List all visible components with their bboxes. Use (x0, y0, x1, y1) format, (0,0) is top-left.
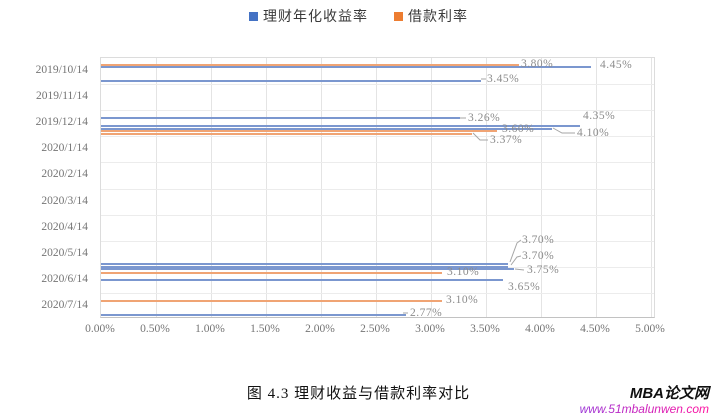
y-axis-label: 2020/4/14 (41, 220, 88, 233)
horizontal-gridline (101, 188, 654, 190)
bar-wealth-yield (101, 125, 580, 127)
horizontal-gridline (101, 240, 654, 242)
y-axis-label: 2020/7/14 (41, 298, 88, 311)
bar-wealth-yield (101, 278, 503, 281)
bar-wealth-yield (101, 262, 508, 265)
y-axis-label: 2019/12/14 (35, 116, 88, 129)
bar-loan-rate (101, 132, 472, 135)
x-axis-label: 4.50% (580, 323, 610, 335)
watermark: MBA论文网 www.51mbalunwen.com (579, 385, 709, 416)
bar-wealth-yield (101, 79, 481, 82)
watermark-site-name: MBA论文网 (629, 385, 709, 402)
vertical-gridline (321, 58, 322, 317)
data-label: 3.10% (446, 294, 479, 306)
data-label: 3.70% (522, 234, 555, 246)
legend-item-loan-rate: 借款利率 (394, 6, 468, 26)
x-axis-label: 1.00% (195, 323, 225, 335)
data-label: 4.35% (583, 110, 616, 122)
x-axis-label: 3.50% (470, 323, 500, 335)
horizontal-gridline (101, 162, 654, 164)
horizontal-gridline (101, 136, 654, 138)
bar-wealth-yield (101, 268, 514, 270)
x-axis-label: 2.50% (360, 323, 390, 335)
vertical-gridline (431, 58, 432, 317)
bar-loan-rate (101, 272, 442, 274)
y-axis-label: 2020/1/14 (41, 142, 88, 155)
vertical-gridline (541, 58, 542, 317)
bar-wealth-yield (101, 314, 406, 316)
data-label: 3.37% (490, 134, 523, 146)
vertical-gridline (211, 58, 212, 317)
y-axis-label: 2019/10/14 (35, 64, 88, 77)
x-axis-label: 3.00% (415, 323, 445, 335)
vertical-gridline (651, 58, 652, 317)
data-label: 3.70% (522, 250, 555, 262)
x-axis-label: 2.00% (305, 323, 335, 335)
data-label: 3.75% (527, 264, 560, 276)
legend-swatch-orange-icon (394, 11, 403, 21)
y-axis-label: 2020/3/14 (41, 194, 88, 207)
data-label: 3.26% (468, 112, 501, 124)
vertical-gridline (156, 58, 157, 317)
x-axis-label: 0.50% (140, 323, 170, 335)
horizontal-gridline (101, 292, 654, 294)
bar-wealth-yield (101, 117, 460, 119)
legend-item-wealth-yield: 理财年化收益率 (249, 6, 368, 26)
y-axis-label: 2020/5/14 (41, 246, 88, 259)
horizontal-gridline (101, 84, 654, 86)
data-label: 3.10% (447, 266, 480, 278)
x-axis-label: 1.50% (250, 323, 280, 335)
horizontal-gridline (101, 214, 654, 216)
plot-area (100, 57, 655, 318)
horizontal-gridline (101, 110, 654, 112)
bar-wealth-yield (101, 127, 552, 130)
data-label: 2.77% (410, 307, 443, 319)
bar-loan-rate (101, 300, 442, 302)
x-axis-label: 5.00% (635, 323, 665, 335)
y-axis-label: 2020/2/14 (41, 168, 88, 181)
data-label: 3.45% (487, 73, 520, 85)
legend: 理财年化收益率 借款利率 (0, 6, 717, 26)
legend-label-loan-rate: 借款利率 (408, 10, 468, 25)
vertical-gridline (376, 58, 377, 317)
watermark-url: www.51mbalunwen.com (579, 401, 709, 416)
data-label: 4.10% (577, 127, 610, 139)
y-axis-label: 2020/6/14 (41, 272, 88, 285)
bar-loan-rate (101, 64, 519, 66)
data-label: 3.60% (502, 123, 535, 135)
vertical-gridline (266, 58, 267, 317)
x-axis-label: 0.00% (85, 323, 115, 335)
legend-label-wealth-yield: 理财年化收益率 (263, 10, 368, 25)
bar-wealth-yield (101, 265, 508, 268)
x-axis-label: 4.00% (525, 323, 555, 335)
vertical-gridline (596, 58, 597, 317)
vertical-gridline (486, 58, 487, 317)
legend-swatch-blue-icon (249, 11, 258, 21)
data-label: 4.45% (600, 59, 633, 71)
bar-loan-rate (101, 130, 497, 132)
data-label: 3.65% (508, 281, 541, 293)
bar-wealth-yield (101, 66, 591, 68)
y-axis-label: 2019/11/14 (36, 90, 88, 103)
data-label: 3.80% (521, 58, 554, 70)
figure-caption: 图 4.3 理财收益与借款利率对比 (246, 386, 471, 402)
